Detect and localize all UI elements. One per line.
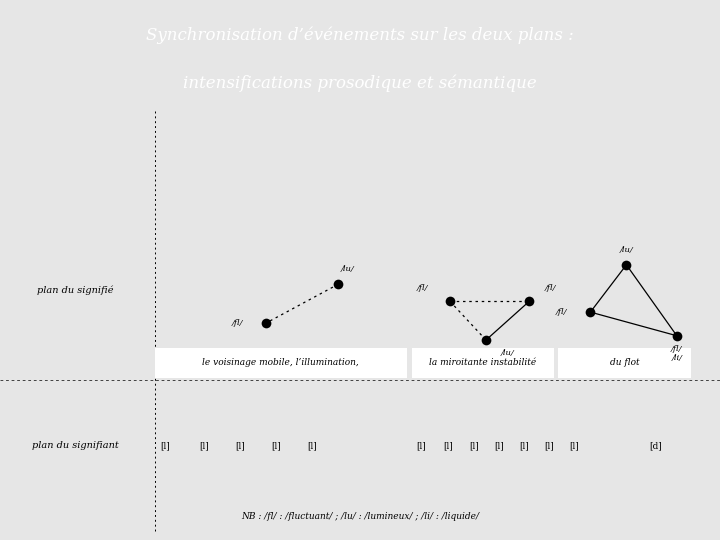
Text: /fl/: /fl/ <box>556 308 567 316</box>
Text: [l]: [l] <box>494 441 504 450</box>
Text: intensifications prosodique et sémantique: intensifications prosodique et sémantiqu… <box>183 75 537 92</box>
Text: plan du signifié: plan du signifié <box>37 286 114 295</box>
Text: [l]: [l] <box>307 441 317 450</box>
Text: /fl/: /fl/ <box>232 319 243 327</box>
Text: [l]: [l] <box>570 441 580 450</box>
Text: [l]: [l] <box>544 441 554 450</box>
Text: NB : /fl/ : /fluctuant/ ; /lu/ : /lumineux/ ; /li/ : /liquide/: NB : /fl/ : /fluctuant/ ; /lu/ : /lumine… <box>241 512 479 521</box>
Text: /lu/: /lu/ <box>500 349 515 357</box>
Text: [l]: [l] <box>519 441 529 450</box>
Text: [l]: [l] <box>199 441 209 450</box>
Text: [l]: [l] <box>271 441 281 450</box>
Text: [l]: [l] <box>161 441 171 450</box>
Text: Synchronisation d’événements sur les deux plans :: Synchronisation d’événements sur les deu… <box>146 26 574 44</box>
Text: /fl/: /fl/ <box>671 345 683 353</box>
Text: [l]: [l] <box>469 441 479 450</box>
Text: la miroitante instabilité: la miroitante instabilité <box>430 357 536 367</box>
Text: plan du signifiant: plan du signifiant <box>32 441 119 450</box>
Bar <box>155 348 407 378</box>
Text: le voisinage mobile, l’illumination,: le voisinage mobile, l’illumination, <box>202 357 359 367</box>
Text: /li/: /li/ <box>671 354 683 362</box>
Bar <box>412 348 554 378</box>
Text: [l]: [l] <box>416 441 426 450</box>
Text: [d]: [d] <box>649 441 662 450</box>
Text: /fl/: /fl/ <box>417 285 428 293</box>
Text: /lu/: /lu/ <box>619 246 634 254</box>
Bar <box>558 348 691 378</box>
Text: du flot: du flot <box>610 357 639 367</box>
Text: /fl/: /fl/ <box>545 285 557 293</box>
Text: [l]: [l] <box>444 441 454 450</box>
Text: /lu/: /lu/ <box>341 265 355 273</box>
Text: [l]: [l] <box>235 441 245 450</box>
